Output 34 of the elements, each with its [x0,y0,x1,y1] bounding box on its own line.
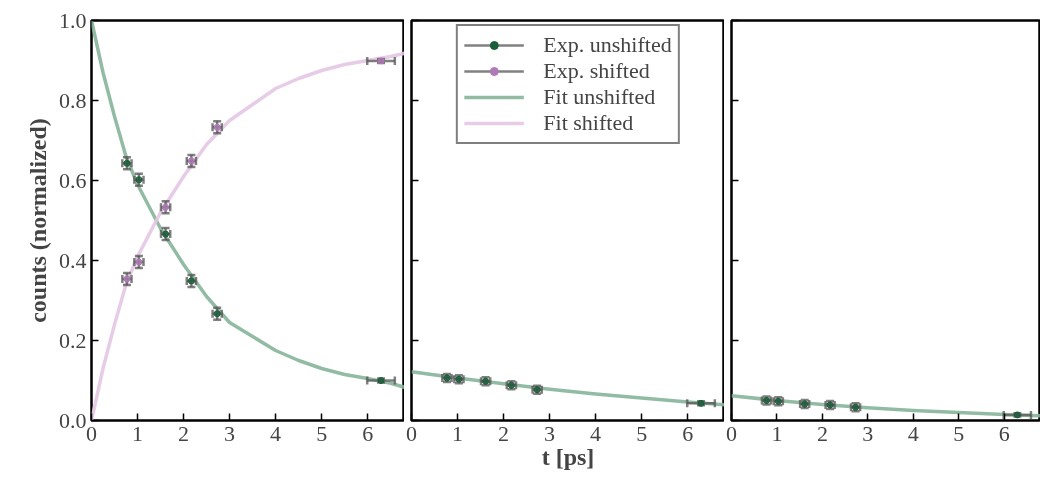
y-tick-label: 0.2 [59,327,87,353]
x-tick-label: 2 [178,420,190,446]
x-axis-title: t [ps] [541,443,595,470]
x-tick-label: 3 [862,420,874,446]
x-tick-label: 6 [998,420,1010,446]
x-tick-label: 2 [816,420,828,446]
x-tick-label: 0 [86,420,97,446]
x-tick-label: 6 [682,420,694,446]
x-tick-label: 5 [316,420,328,446]
y-tick-label: 0.4 [59,247,87,273]
y-axis-title: counts (normalized) [25,118,51,323]
x-tick-label: 3 [224,420,236,446]
x-tick-label: 3 [544,420,556,446]
legend-label: Exp. shifted [543,58,650,84]
x-tick-label: 0 [406,420,417,446]
legend-label: Fit shifted [543,110,634,136]
legend-label: Fit unshifted [543,84,656,110]
x-tick-label: 1 [771,420,783,446]
x-tick-label: 6 [362,420,374,446]
x-tick-label: 2 [498,420,510,446]
legend-label: Exp. unshifted [543,32,672,58]
x-tick-label: 5 [636,420,648,446]
y-tick-label: 0.0 [59,407,87,433]
x-tick-label: 4 [907,420,919,446]
line-series [91,20,404,390]
y-tick-label: 0.6 [59,167,87,193]
y-tick-label: 0.8 [59,87,87,113]
x-tick-label: 4 [270,420,282,446]
x-tick-label: 1 [452,420,464,446]
y-tick-label: 1.0 [59,7,87,33]
x-tick-label: 1 [132,420,144,446]
x-tick-label: 5 [953,420,965,446]
x-tick-label: 0 [726,420,737,446]
x-tick-label: 4 [590,420,602,446]
